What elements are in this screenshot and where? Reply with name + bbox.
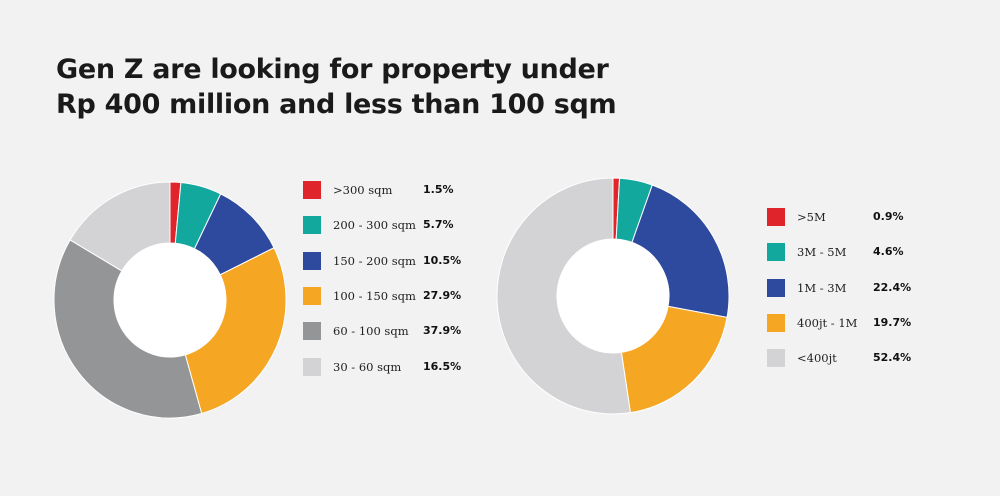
legend-item-30-60-sqm: 30 - 60 sqm 16.5% <box>303 357 478 378</box>
legend-label: >5M <box>797 210 826 224</box>
legend-item-100-150-sqm: 100 - 150 sqm 27.9% <box>303 286 478 307</box>
title-line-2: Rp 400 million and less than 100 sqm <box>56 89 617 120</box>
legend-value: 52.4% <box>873 351 912 365</box>
legend-swatch <box>767 208 785 226</box>
legend-swatch <box>767 313 785 332</box>
legend-label: 100 - 150 sqm <box>333 288 416 303</box>
legend-item-200-300-sqm: 200 - 300 sqm 5.7% <box>303 216 478 236</box>
legend-item-150-200-sqm: 150 - 200 sqm 10.5% <box>303 251 478 272</box>
legend-swatch <box>303 181 321 199</box>
legend-swatch <box>303 286 321 305</box>
legend-label: 30 - 60 sqm <box>333 359 402 374</box>
legend-value: 4.6% <box>873 245 904 259</box>
legend-value: 22.4% <box>873 280 912 294</box>
area-donut-chart <box>53 181 287 419</box>
legend-value: 10.5% <box>423 253 462 267</box>
legend-item-60-100-sqm: 60 - 100 sqm 37.9% <box>303 322 478 342</box>
title-line-1: Gen Z are looking for property under <box>56 54 609 85</box>
legend-swatch <box>303 216 321 235</box>
legend-label: 150 - 200 sqm <box>333 253 416 268</box>
page-title: Gen Z are looking for property under Rp … <box>56 52 617 122</box>
legend-swatch <box>303 322 321 341</box>
legend-item-400jt: <400jt 52.4% <box>767 349 927 369</box>
legend-value: 0.9% <box>873 210 904 223</box>
legend-value: 37.9% <box>423 324 462 338</box>
legend-label: >300 sqm <box>333 183 393 197</box>
legend-label: 60 - 100 sqm <box>333 324 409 339</box>
legend-label: <400jt <box>797 351 837 366</box>
legend-item-5m: >5M 0.9% <box>767 208 927 228</box>
legend-item-1m-3m: 1M - 3M 22.4% <box>767 278 927 299</box>
legend-item-3m-5m: 3M - 5M 4.6% <box>767 243 927 263</box>
legend-swatch <box>767 278 785 297</box>
legend-value: 27.9% <box>423 288 462 302</box>
slice-30-60-sqm <box>69 181 171 272</box>
legend-label: 1M - 3M <box>797 280 847 295</box>
legend-value: 1.5% <box>423 183 454 196</box>
donut-hole <box>114 243 226 357</box>
legend-value: 19.7% <box>873 315 912 329</box>
slice-60-100-sqm <box>53 239 203 419</box>
legend-item-300-sqm: >300 sqm 1.5% <box>303 181 478 201</box>
legend-swatch <box>767 349 785 368</box>
donut-hole <box>557 239 669 353</box>
legend-swatch <box>303 357 321 376</box>
legend-item-400jt-1m: 400jt - 1M 19.7% <box>767 313 927 334</box>
legend-label: 400jt - 1M <box>797 315 858 330</box>
legend-value: 5.7% <box>423 218 454 232</box>
legend-value: 16.5% <box>423 359 462 373</box>
area-legend: >300 sqm 1.5% 200 - 300 sqm 5.7% 150 - 200 s… <box>303 181 478 381</box>
legend-label: 200 - 300 sqm <box>333 218 416 233</box>
price-legend: >5M 0.9% 3M - 5M 4.6% 1M - 3M 22.4% 400jt - 1M… <box>767 208 927 378</box>
legend-swatch <box>767 243 785 262</box>
legend-label: 3M - 5M <box>797 245 847 260</box>
price-donut-chart <box>496 177 730 415</box>
legend-swatch <box>303 251 321 270</box>
